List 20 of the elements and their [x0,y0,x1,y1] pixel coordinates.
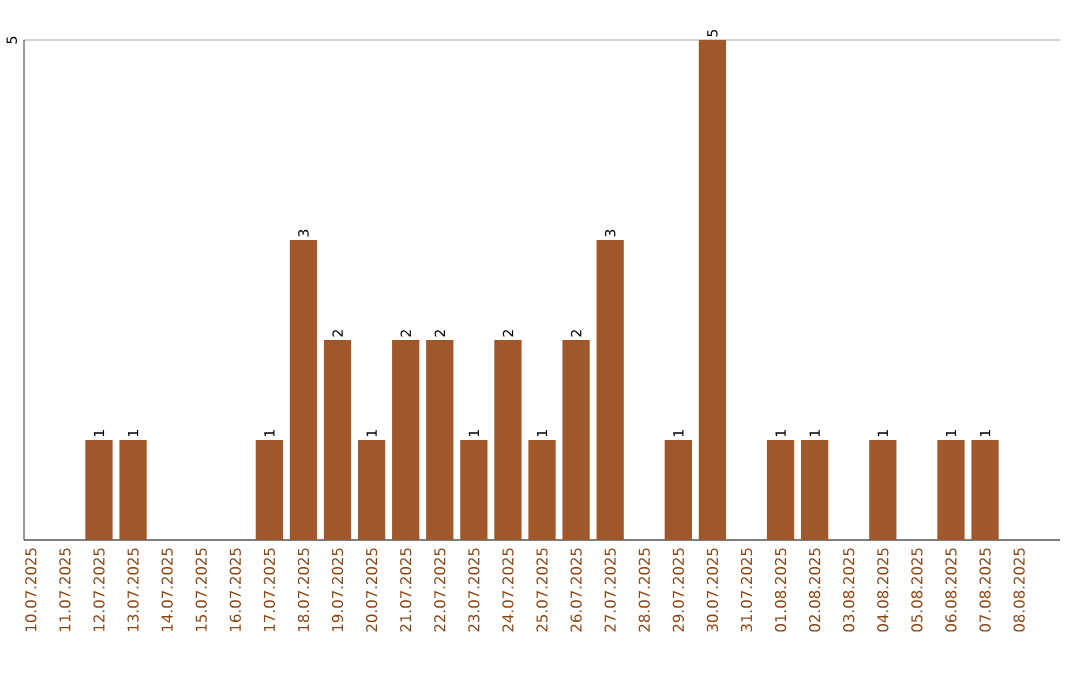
bar [426,340,454,540]
bar [937,440,965,540]
bar [323,340,352,540]
bar [392,340,420,540]
bar [664,440,692,540]
bar [869,440,897,540]
bar [289,240,318,540]
bar [119,440,147,540]
bar [460,440,488,540]
bar [562,340,590,540]
bar [596,240,624,540]
bar [528,440,556,540]
bar [357,440,386,540]
bar [255,440,284,540]
bar [494,340,522,540]
bar [801,440,829,540]
bar [766,440,795,540]
bar [85,440,113,540]
bar [971,440,999,540]
bar [698,40,727,540]
